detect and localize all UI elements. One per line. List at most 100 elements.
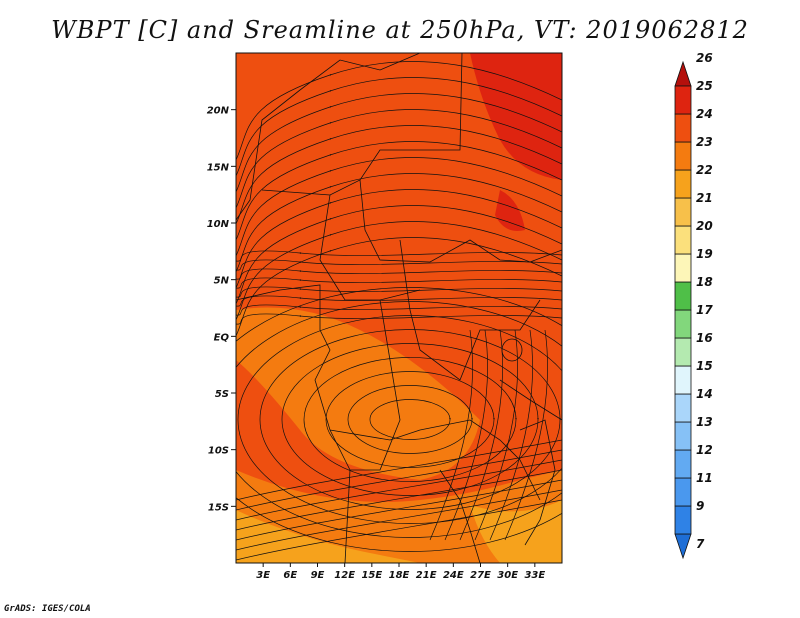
streamline: [236, 221, 562, 321]
colorbar-label: 25: [696, 79, 713, 93]
colorbar-swatch: [674, 85, 692, 115]
streamlines: [236, 61, 562, 561]
lat-tick-label: 10S: [208, 446, 229, 457]
streamline: [236, 479, 562, 541]
country-border: [399, 239, 541, 381]
streamline: [236, 189, 562, 289]
lon-tick-label: 15E: [361, 570, 382, 581]
cool-patch-south: [236, 470, 562, 563]
colorbar-swatch: [674, 421, 692, 451]
streamline: [236, 77, 562, 177]
streamline: [236, 250, 562, 262]
streamline: [303, 357, 517, 482]
streamline: [236, 489, 562, 551]
chart-title: WBPT [C] and Sreamline at 250hPa, VT: 20…: [51, 16, 749, 44]
streamline: [236, 61, 562, 161]
streamline: [236, 173, 562, 273]
lon-tick-label: 33E: [524, 570, 545, 581]
streamline: [236, 125, 562, 225]
colorbar-swatch: [674, 281, 692, 311]
lon-tick-label: 12E: [334, 570, 355, 581]
country-border: [319, 194, 421, 301]
streamline: [474, 329, 518, 541]
streamline: [236, 205, 562, 305]
colorbar-label: 13: [696, 415, 713, 429]
lat-tick-label: 15S: [208, 502, 229, 513]
warm-patch-north-east: [470, 53, 562, 180]
streamline: [236, 157, 562, 257]
colorbar: 7 9 11 12 13 14 15 16 17 18 19 20 21 22 23 24 25 26: [674, 51, 713, 560]
country-border: [359, 179, 562, 263]
streamline: [489, 329, 533, 541]
streamline: [236, 304, 562, 316]
streamline: [236, 277, 562, 289]
colorbar-label: 19: [696, 247, 713, 261]
colorbar-swatch: [674, 337, 692, 367]
longitude-axis: 3E 6E 9E 12E 15E 18E 21E 24E 27E 30E 33E: [256, 563, 545, 581]
lat-tick-label: 10N: [207, 219, 230, 230]
latitude-axis: 20N 15N 10N 5N EQ 5S 10S 15S: [207, 106, 236, 513]
streamline: [325, 371, 495, 468]
colorbar-label: 22: [696, 163, 713, 177]
country-border: [419, 419, 541, 501]
country-border: [329, 429, 421, 441]
streamline: [236, 93, 562, 193]
streamline: [236, 286, 562, 298]
colorbar-swatch: [674, 113, 692, 143]
colorbar-swatch: [674, 253, 692, 283]
lon-tick-label: 6E: [283, 570, 297, 581]
streamline: [236, 141, 562, 241]
lon-tick-label: 18E: [389, 570, 410, 581]
country-border: [519, 419, 556, 546]
streamline: [236, 469, 562, 531]
colorbar-label: 16: [696, 331, 713, 345]
streamline: [236, 237, 562, 337]
lon-tick-label: 9E: [311, 570, 325, 581]
colorbar-label: 15: [696, 359, 713, 373]
coolest-patch-south-west: [236, 510, 420, 563]
colorbar-swatch: [674, 505, 692, 535]
colorbar-low-arrow: [674, 533, 692, 560]
colorbar-label: 9: [696, 499, 704, 513]
lon-tick-label: 21E: [416, 570, 437, 581]
streamline: [236, 439, 562, 501]
streamline: [347, 385, 473, 454]
country-border: [236, 284, 351, 471]
colorbar-label: 12: [696, 443, 713, 457]
colorbar-swatch: [674, 393, 692, 423]
colorbar-label: 17: [696, 303, 713, 317]
wbpt-field-patches: [236, 53, 562, 563]
colorbar-label: 24: [696, 107, 713, 121]
colorbar-label: 18: [696, 275, 713, 289]
map-panel: [236, 53, 562, 563]
streamline: [236, 499, 562, 561]
country-border: [499, 379, 562, 421]
streamline: [281, 343, 539, 496]
colorbar-label: 7: [696, 537, 705, 551]
coolest-patch-south-east: [470, 500, 562, 563]
software-credit: GrADS: IGES/COLA: [4, 604, 91, 614]
streamline: [236, 313, 562, 325]
colorbar-swatch: [674, 197, 692, 227]
colorbar-swatch: [674, 477, 692, 507]
colorbar-label: 23: [696, 135, 713, 149]
lat-tick-label: 5S: [215, 389, 229, 400]
lat-tick-label: 5N: [214, 276, 230, 287]
colorbar-label: 21: [696, 191, 713, 205]
lon-tick-label: 3E: [256, 570, 270, 581]
streamline: [236, 301, 562, 538]
streamline: [459, 329, 503, 541]
country-border: [439, 469, 481, 563]
colorbar-swatch: [674, 449, 692, 479]
streamline: [444, 329, 488, 541]
streamline: [236, 109, 562, 209]
colorbar-label: 26: [696, 51, 713, 65]
colorbar-swatch: [674, 169, 692, 199]
lon-tick-label: 27E: [470, 570, 491, 581]
colorbar-swatch: [674, 309, 692, 339]
streamline: [236, 268, 562, 280]
lon-tick-label: 30E: [497, 570, 518, 581]
streamline: [236, 259, 562, 271]
colorbar-label: 20: [696, 219, 713, 233]
